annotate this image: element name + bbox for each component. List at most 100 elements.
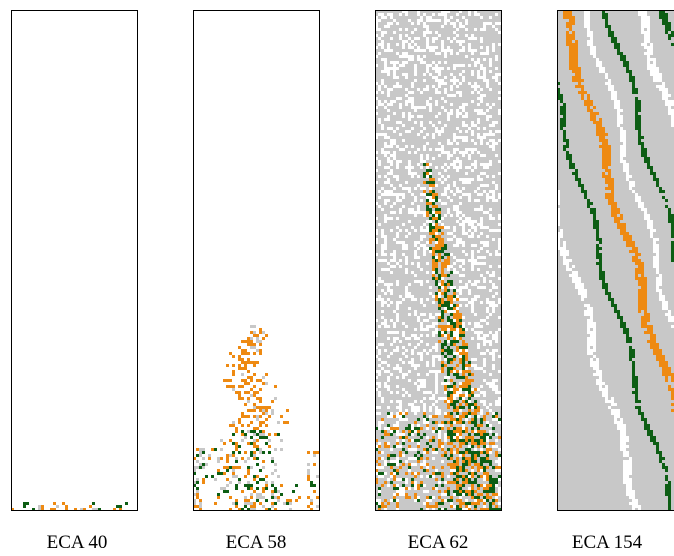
cell [438, 490, 441, 493]
cell [411, 463, 414, 466]
cell [602, 70, 605, 73]
cell [459, 454, 462, 457]
cell [408, 337, 411, 340]
cell [414, 337, 417, 340]
cell [414, 415, 417, 418]
cell [465, 130, 468, 133]
cell [587, 346, 590, 349]
cell [447, 46, 450, 49]
cell [453, 181, 456, 184]
cell [483, 448, 486, 451]
cell [426, 25, 429, 28]
cell [572, 55, 575, 58]
cell [468, 451, 471, 454]
cell [489, 280, 492, 283]
cell [474, 283, 477, 286]
cell [495, 187, 498, 190]
cell [563, 130, 566, 133]
cell [623, 61, 626, 64]
cell [199, 502, 202, 505]
cell [593, 49, 596, 52]
cell [420, 325, 423, 328]
cell [495, 427, 498, 430]
cell [378, 19, 381, 22]
cell [653, 340, 656, 343]
cell [393, 430, 396, 433]
cell [459, 337, 462, 340]
cell [599, 64, 602, 67]
cell [444, 262, 447, 265]
cell [435, 247, 438, 250]
cell [653, 265, 656, 268]
cell [459, 322, 462, 325]
cell [429, 229, 432, 232]
cell [253, 451, 256, 454]
cell [393, 349, 396, 352]
cell [620, 226, 623, 229]
cell [656, 262, 659, 265]
cell [483, 463, 486, 466]
cell [480, 226, 483, 229]
cell [432, 370, 435, 373]
cell [599, 376, 602, 379]
cell [408, 112, 411, 115]
cell [483, 484, 486, 487]
cell [632, 184, 635, 187]
cell [468, 394, 471, 397]
cell [450, 163, 453, 166]
cell [450, 463, 453, 466]
cell [450, 310, 453, 313]
cell [477, 199, 480, 202]
cell [641, 28, 644, 31]
cell [432, 133, 435, 136]
cell [453, 412, 456, 415]
cell [489, 61, 492, 64]
cell [486, 52, 489, 55]
cell [453, 67, 456, 70]
cell [608, 178, 611, 181]
cell [262, 406, 265, 409]
cell [435, 406, 438, 409]
cell [241, 340, 244, 343]
cell [247, 484, 250, 487]
cell [641, 262, 644, 265]
cell [414, 298, 417, 301]
cell [408, 190, 411, 193]
cell [426, 229, 429, 232]
cell [608, 85, 611, 88]
cell [638, 202, 641, 205]
cell [632, 190, 635, 193]
cell [662, 85, 665, 88]
cell [486, 166, 489, 169]
cell [584, 295, 587, 298]
cell [271, 460, 274, 463]
cell [435, 472, 438, 475]
cell [441, 238, 444, 241]
cell [486, 211, 489, 214]
cell [593, 343, 596, 346]
cell [596, 256, 599, 259]
cell [426, 175, 429, 178]
cell [665, 199, 668, 202]
cell [498, 130, 501, 133]
cell [381, 343, 384, 346]
cell [465, 343, 468, 346]
cell [244, 403, 247, 406]
cell [477, 367, 480, 370]
cell [483, 451, 486, 454]
cell [593, 349, 596, 352]
cell [492, 301, 495, 304]
cell [456, 28, 459, 31]
cell [226, 469, 229, 472]
cell [647, 331, 650, 334]
cell [429, 496, 432, 499]
cell [498, 463, 501, 466]
cell [438, 226, 441, 229]
cell [650, 334, 653, 337]
cell [614, 94, 617, 97]
cell [495, 379, 498, 382]
cell [408, 37, 411, 40]
cell [396, 391, 399, 394]
cell [569, 16, 572, 19]
cell [277, 421, 280, 424]
